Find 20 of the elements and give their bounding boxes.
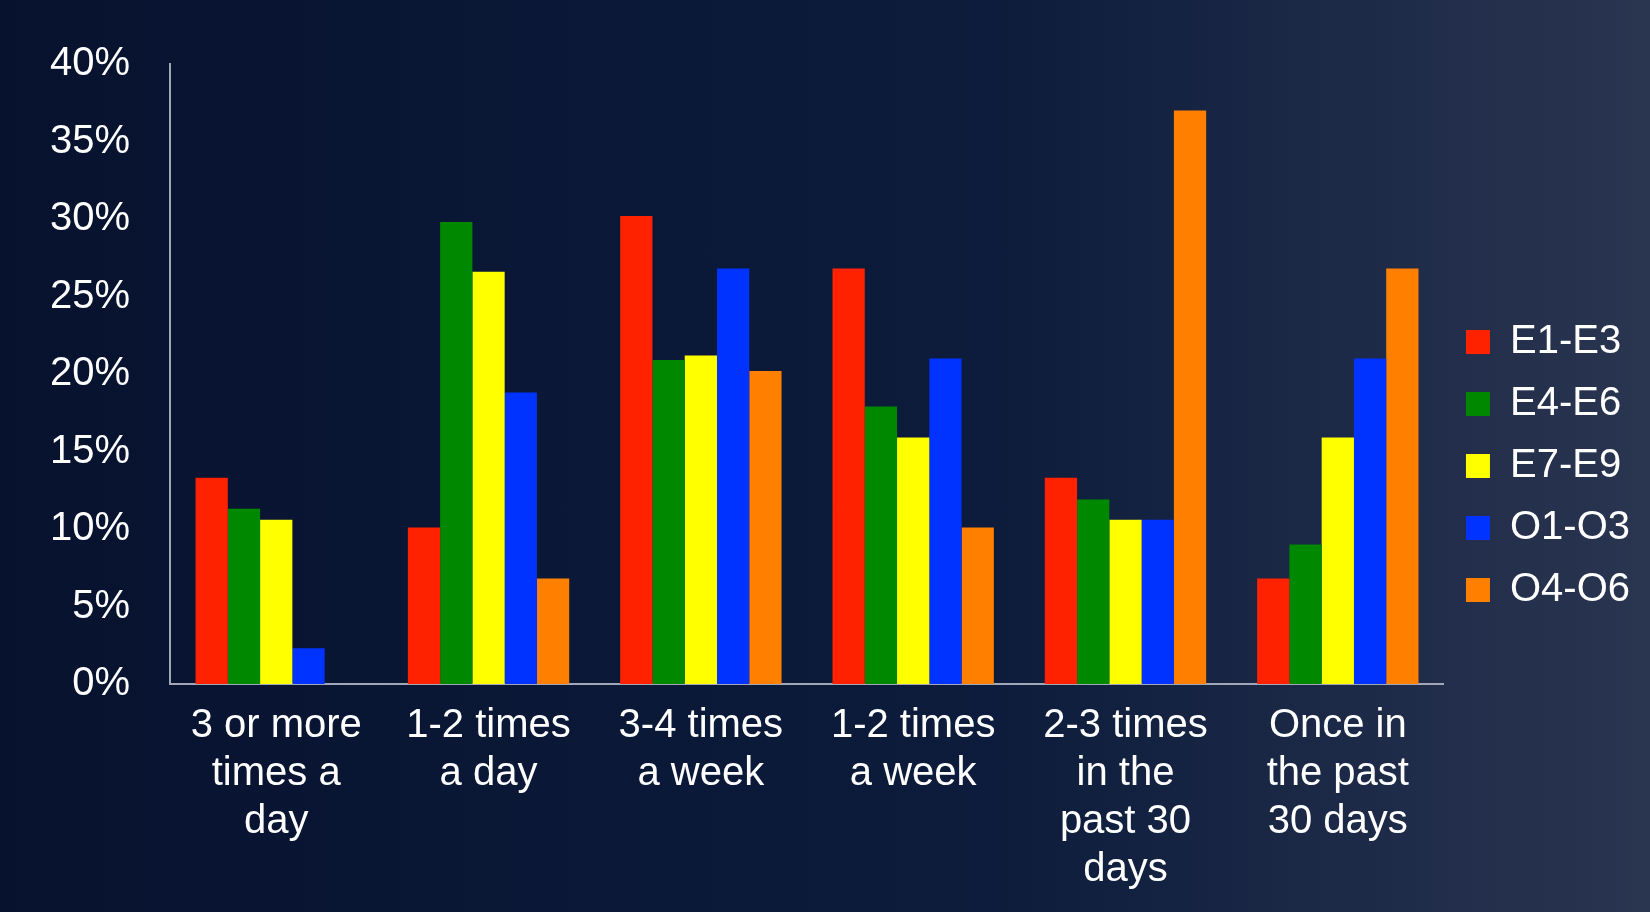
y-tick-label: 0% xyxy=(72,659,131,704)
y-tick-label: 15% xyxy=(50,426,131,471)
legend-label: E4-E6 xyxy=(1509,379,1622,424)
x-tick-label: 2-3 times in the past 30 days xyxy=(1043,701,1208,890)
y-tick-label: 20% xyxy=(50,349,131,394)
x-tick-label: 1-2 times a day xyxy=(406,701,571,794)
y-tick-label: 35% xyxy=(50,116,131,161)
legend-label: O1-O3 xyxy=(1509,503,1631,548)
legend-label: E1-E3 xyxy=(1509,317,1622,362)
y-tick-label: 25% xyxy=(50,271,131,316)
x-tick-label: 3 or more times a day xyxy=(190,701,362,842)
x-tick-label: Once in the past 30 days xyxy=(1266,701,1409,842)
x-tick-label: 1-2 times a week xyxy=(830,701,996,794)
legend-label: O4-O6 xyxy=(1509,565,1631,610)
legend-label: E7-E9 xyxy=(1509,441,1622,486)
x-tick-label: 3-4 times a week xyxy=(618,701,784,794)
y-tick-label: 5% xyxy=(72,581,131,626)
y-tick-label: 30% xyxy=(50,194,131,239)
y-tick-label: 10% xyxy=(50,504,131,549)
y-tick-label: 40% xyxy=(50,39,131,84)
